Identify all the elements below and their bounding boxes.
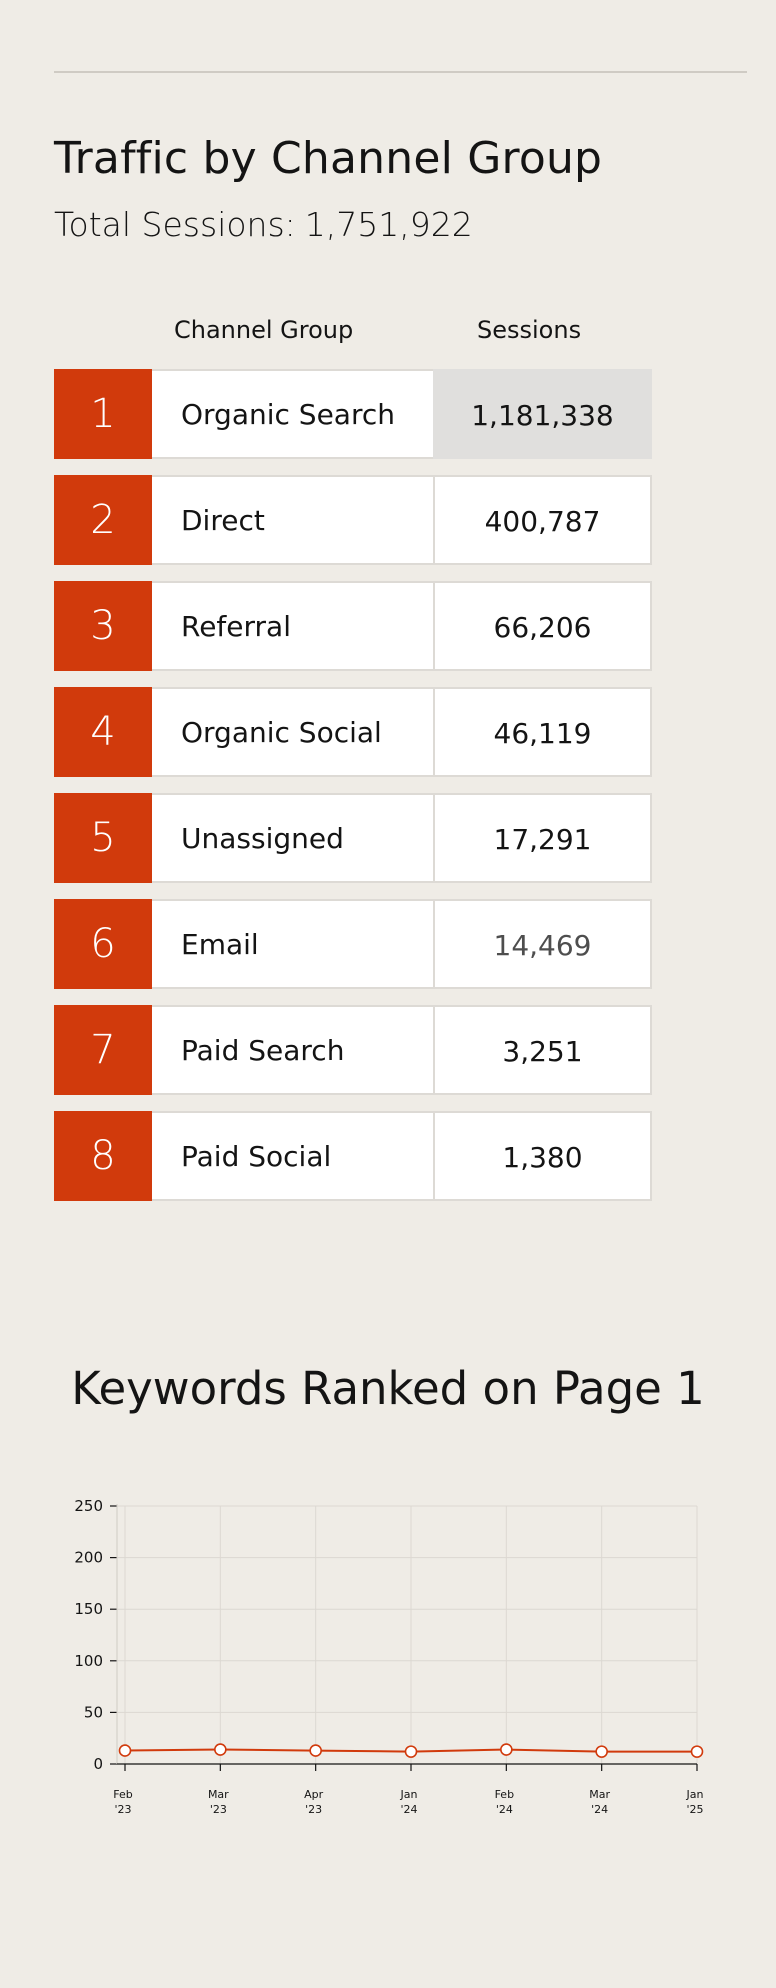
x-tick-label-year: '24 bbox=[496, 1803, 513, 1816]
chart-title: Keywords Ranked on Page 1 bbox=[71, 1362, 705, 1415]
x-tick-label-month: Mar bbox=[208, 1788, 229, 1801]
channel-name: Paid Social bbox=[152, 1111, 433, 1201]
page-title: Traffic by Channel Group bbox=[54, 133, 603, 184]
channel-sessions: 17,291 bbox=[433, 793, 652, 883]
total-sessions: Total Sessions: 1,751,922 bbox=[54, 205, 473, 244]
data-point bbox=[214, 1743, 227, 1756]
data-point bbox=[309, 1744, 322, 1757]
x-tick-label-year: '23 bbox=[210, 1803, 227, 1816]
y-tick-label: 100 bbox=[74, 1652, 103, 1670]
table-row: 6 Email 14,469 bbox=[54, 899, 652, 989]
channel-sessions: 46,119 bbox=[433, 687, 652, 777]
channel-sessions: 66,206 bbox=[433, 581, 652, 671]
x-tick-label-month: Feb bbox=[113, 1788, 132, 1801]
total-sessions-value: 1,751,922 bbox=[304, 205, 473, 244]
rank-number: 3 bbox=[54, 581, 152, 671]
rank-number: 2 bbox=[54, 475, 152, 565]
channel-name: Direct bbox=[152, 475, 433, 565]
data-point bbox=[690, 1745, 704, 1758]
table-row: 7 Paid Search 3,251 bbox=[54, 1005, 652, 1095]
table-row: 1 Organic Search 1,181,338 bbox=[54, 369, 652, 459]
x-tick-label-month: Feb bbox=[495, 1788, 514, 1801]
x-tick-label-year: '24 bbox=[591, 1803, 608, 1816]
rank-number: 4 bbox=[54, 687, 152, 777]
channel-sessions: 1,181,338 bbox=[433, 369, 652, 459]
channel-name: Unassigned bbox=[152, 793, 433, 883]
rank-number: 6 bbox=[54, 899, 152, 989]
x-tick-label-year: '24 bbox=[400, 1803, 417, 1816]
channel-sessions: 400,787 bbox=[433, 475, 652, 565]
data-point bbox=[500, 1743, 513, 1756]
x-tick-label-month: Apr bbox=[304, 1788, 324, 1801]
rank-number: 7 bbox=[54, 1005, 152, 1095]
column-header-channel-group: Channel Group bbox=[174, 316, 354, 344]
y-tick-label: 50 bbox=[84, 1703, 103, 1721]
top-divider bbox=[54, 71, 747, 73]
y-tick-label: 200 bbox=[74, 1549, 103, 1567]
rank-number: 5 bbox=[54, 793, 152, 883]
table-row: 5 Unassigned 17,291 bbox=[54, 793, 652, 883]
channel-sessions: 14,469 bbox=[433, 899, 652, 989]
channel-sessions: 1,380 bbox=[433, 1111, 652, 1201]
channel-table: 1 Organic Search 1,181,338 2 Direct 400,… bbox=[54, 369, 652, 1217]
channel-sessions: 3,251 bbox=[433, 1005, 652, 1095]
table-row: 8 Paid Social 1,380 bbox=[54, 1111, 652, 1201]
rank-number: 8 bbox=[54, 1111, 152, 1201]
column-header-sessions: Sessions bbox=[477, 316, 582, 344]
x-tick-label-month: Jan bbox=[400, 1788, 418, 1801]
y-tick-label: 0 bbox=[93, 1755, 103, 1773]
x-tick-label-year: '23 bbox=[305, 1803, 322, 1816]
table-row: 4 Organic Social 46,119 bbox=[54, 687, 652, 777]
keywords-line-chart: 0 50 100 150 200 250 Feb '23 Mar '23 Apr '23 Jan '24 F… bbox=[74, 1497, 704, 1816]
channel-name: Paid Search bbox=[152, 1005, 433, 1095]
channel-name: Email bbox=[152, 899, 433, 989]
channel-name: Organic Social bbox=[152, 687, 433, 777]
table-row: 2 Direct 400,787 bbox=[54, 475, 652, 565]
y-tick-label: 150 bbox=[74, 1600, 103, 1618]
x-tick-label-month: Mar bbox=[589, 1788, 610, 1801]
x-tick-label-month: Jan bbox=[686, 1788, 704, 1801]
data-point bbox=[118, 1744, 132, 1757]
data-point bbox=[404, 1745, 418, 1758]
channel-name: Referral bbox=[152, 581, 433, 671]
table-row: 3 Referral 66,206 bbox=[54, 581, 652, 671]
channel-name: Organic Search bbox=[152, 369, 433, 459]
data-point bbox=[595, 1745, 608, 1758]
x-tick-label-year: '23 bbox=[114, 1803, 131, 1816]
rank-number: 1 bbox=[54, 369, 152, 459]
keywords-chart: 0 50 100 150 200 250 Feb '23 Mar '23 Apr '23 Jan '24 F… bbox=[0, 1480, 776, 1840]
y-tick-label: 250 bbox=[74, 1497, 103, 1515]
x-tick-label-year: '25 bbox=[686, 1803, 703, 1816]
total-sessions-label: Total Sessions: bbox=[54, 205, 296, 244]
